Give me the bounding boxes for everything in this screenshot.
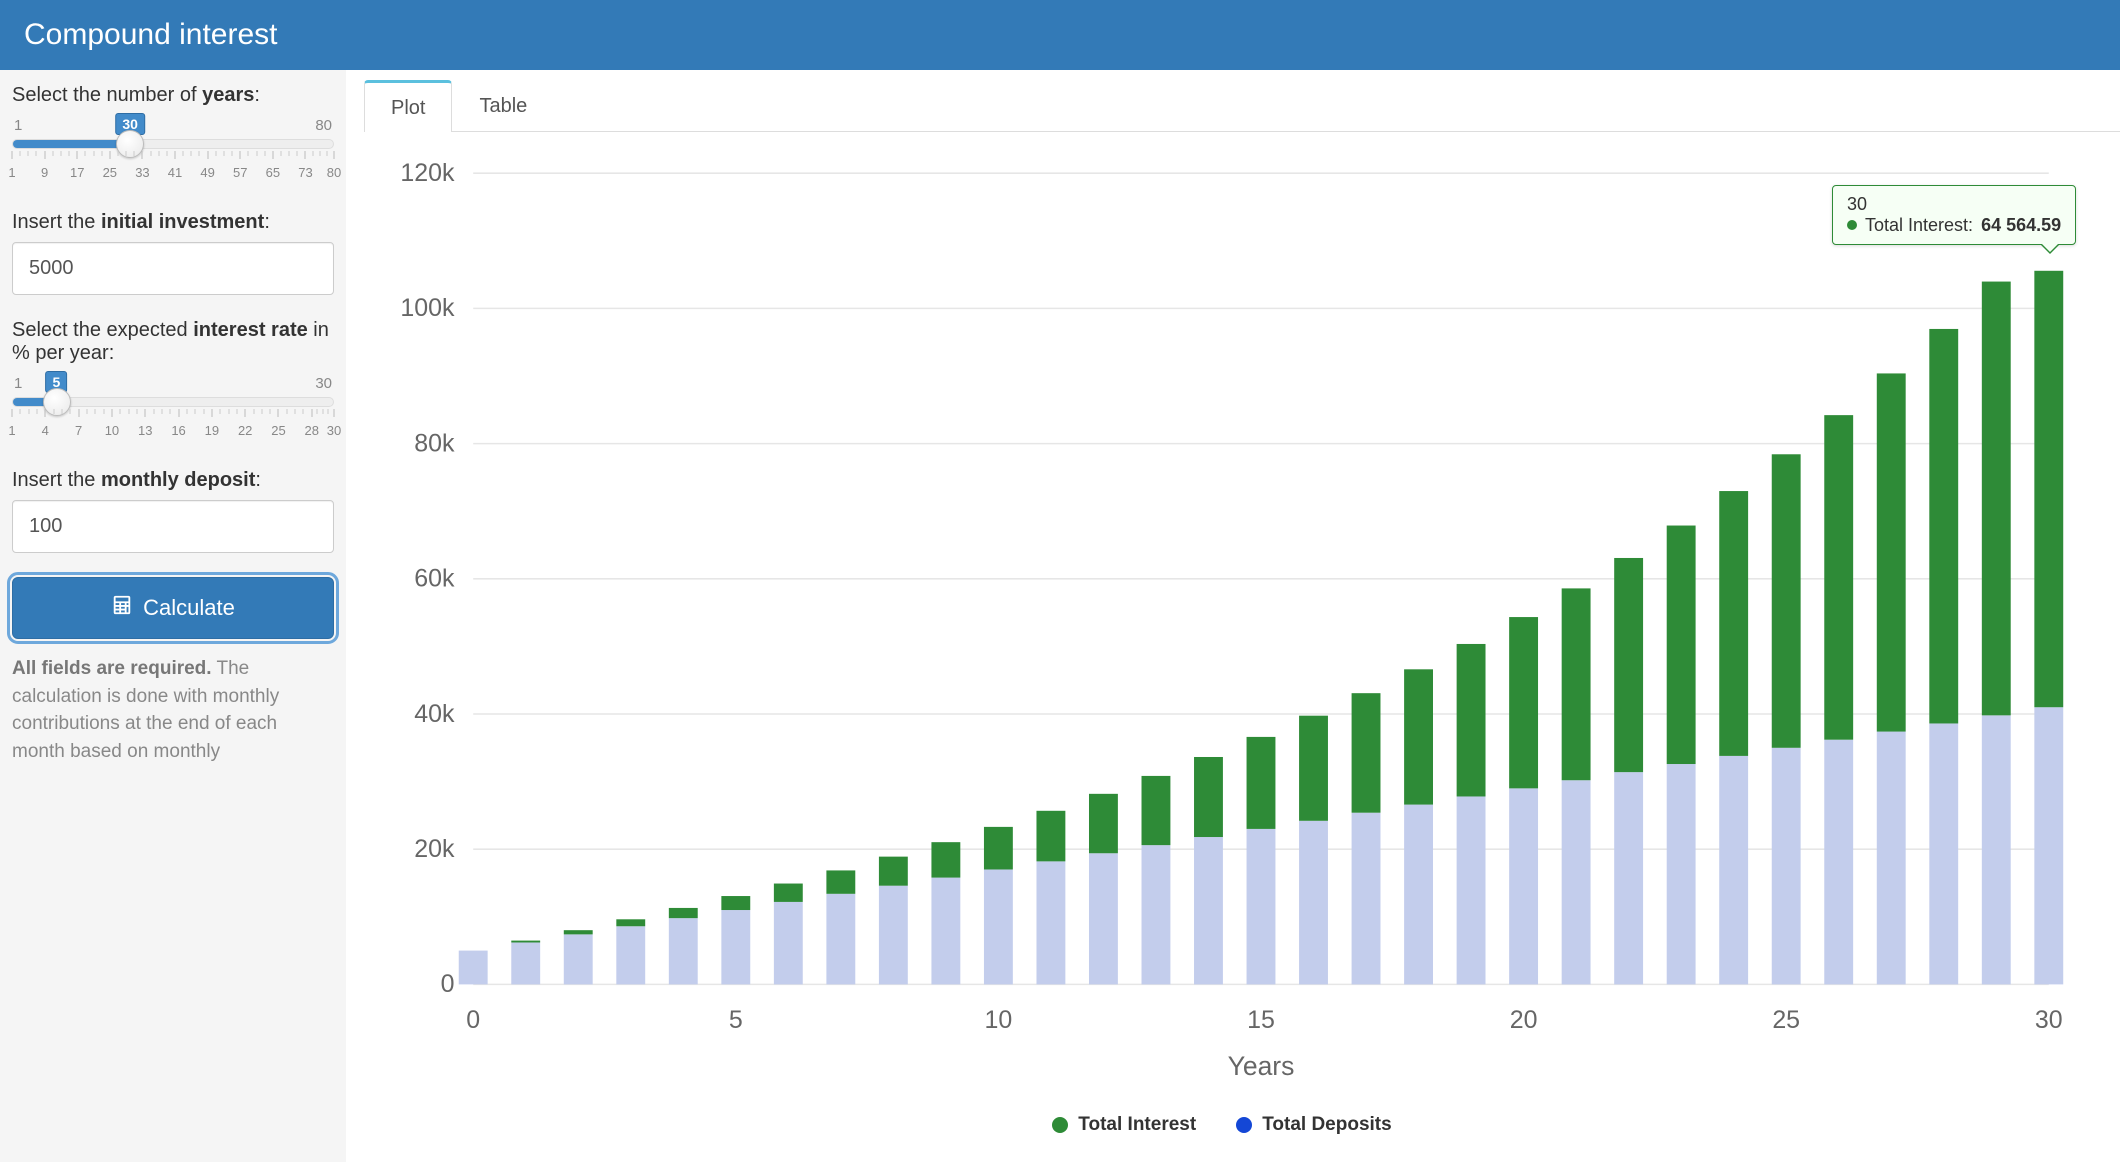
app-header: Compound interest [0, 0, 2120, 70]
svg-text:5: 5 [729, 1006, 743, 1034]
legend-swatch-icon [1052, 1117, 1068, 1133]
calculate-button-label: Calculate [143, 595, 235, 621]
years-slider[interactable]: 1308019172533414957657380 [12, 115, 334, 183]
calculator-icon [111, 594, 133, 622]
chart-legend: Total Interest Total Deposits [364, 1114, 2080, 1136]
svg-text:20k: 20k [414, 835, 455, 863]
svg-text:0: 0 [466, 1006, 480, 1034]
compound-interest-chart[interactable]: 0 20k 40k 60k 80k 100k 120k 0 5 10 15 20 25 30 Years [364, 142, 2080, 1094]
slider-track[interactable] [12, 397, 334, 407]
tab-plot[interactable]: Plot [364, 80, 452, 132]
svg-text:25: 25 [1772, 1006, 1800, 1034]
slider-track[interactable] [12, 139, 334, 149]
calculate-button[interactable]: Calculate [12, 577, 334, 639]
svg-text:Years: Years [1228, 1051, 1295, 1081]
monthly-label: Insert the monthly deposit: [12, 469, 334, 492]
content: Select the number of years: 130801917253… [0, 70, 2120, 1162]
svg-text:10: 10 [985, 1006, 1013, 1034]
initial-investment-input[interactable] [12, 242, 334, 295]
tooltip-caret-icon [2041, 245, 2059, 254]
legend-item[interactable]: Total Interest [1052, 1114, 1196, 1136]
svg-text:40k: 40k [414, 700, 455, 728]
legend-label: Total Deposits [1262, 1114, 1392, 1136]
legend-item[interactable]: Total Deposits [1236, 1114, 1392, 1136]
main-panel: Plot Table 0 20k 40k 60k 80k 100k 120k 0 5 10 15 20… [346, 70, 2120, 1162]
years-label: Select the number of years: [12, 84, 334, 107]
tabs: Plot Table [364, 80, 2120, 132]
tab-table[interactable]: Table [452, 80, 554, 131]
initial-label: Insert the initial investment: [12, 211, 334, 234]
chart-area: 0 20k 40k 60k 80k 100k 120k 0 5 10 15 20 25 30 Years 3… [364, 132, 2120, 1146]
tooltip-series-label: Total Interest: [1865, 215, 1973, 236]
rate-slider[interactable]: 15301471013161922252830 [12, 373, 334, 441]
app-title: Compound interest [24, 18, 277, 51]
svg-text:80k: 80k [414, 429, 455, 457]
svg-text:20: 20 [1510, 1006, 1538, 1034]
rate-label: Select the expected interest rate in % p… [12, 319, 334, 365]
svg-text:120k: 120k [400, 159, 455, 187]
legend-label: Total Interest [1078, 1114, 1196, 1136]
svg-text:15: 15 [1247, 1006, 1275, 1034]
monthly-deposit-input[interactable] [12, 500, 334, 553]
tooltip-year: 30 [1847, 194, 2061, 215]
svg-text:100k: 100k [400, 294, 455, 322]
tooltip-dot-icon [1847, 220, 1857, 230]
svg-text:0: 0 [441, 970, 455, 998]
svg-text:30: 30 [2035, 1006, 2063, 1034]
legend-swatch-icon [1236, 1117, 1252, 1133]
tooltip-value: 64 564.59 [1981, 215, 2061, 236]
svg-text:60k: 60k [414, 565, 455, 593]
sidebar: Select the number of years: 130801917253… [0, 70, 346, 1162]
chart-tooltip: 30 Total Interest: 64 564.59 [1832, 185, 2076, 245]
help-text: All fields are required. The calculation… [12, 655, 334, 765]
